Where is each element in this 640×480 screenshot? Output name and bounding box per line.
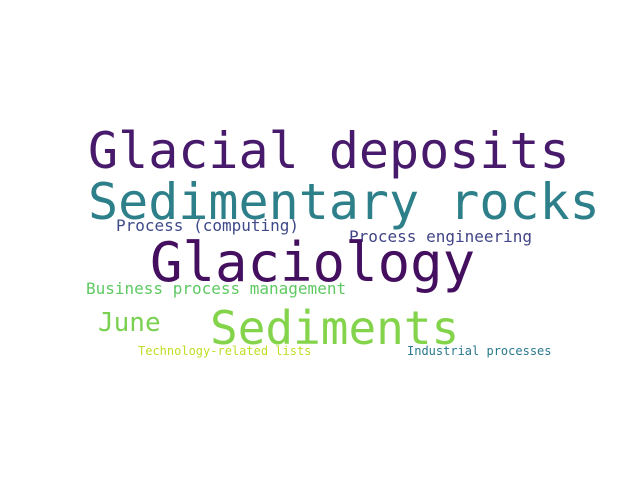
word-technology-related-lists: Technology-related lists [138, 344, 312, 358]
word-sediments: Sediments [210, 301, 460, 355]
word-june: June [98, 308, 161, 338]
word-glacial-deposits: Glacial deposits [88, 122, 570, 180]
word-business-process-management: Business process management [86, 279, 347, 298]
word-process-engineering: Process engineering [349, 227, 533, 246]
word-process-computing: Process (computing) [116, 216, 300, 235]
word-industrial-processes: Industrial processes [407, 344, 552, 358]
word-glaciology: Glaciology [150, 231, 476, 294]
word-sedimentary-rocks: Sedimentary rocks [88, 173, 600, 231]
